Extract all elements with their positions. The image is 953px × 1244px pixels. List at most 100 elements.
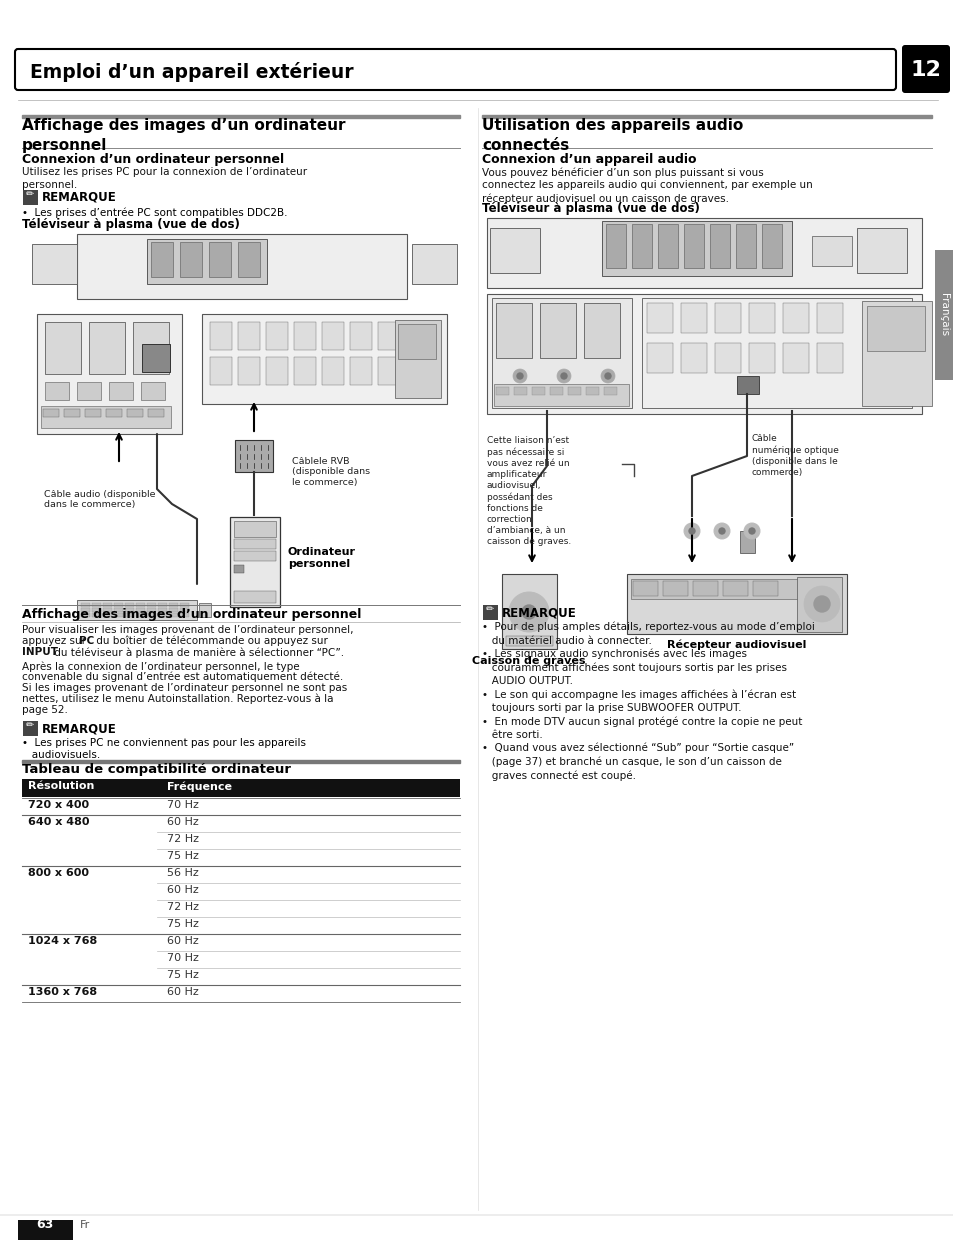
Bar: [322, 322, 344, 350]
Text: 12: 12: [909, 60, 941, 80]
Circle shape: [521, 605, 536, 620]
Bar: [662, 581, 687, 596]
Bar: [539, 304, 576, 358]
Bar: [109, 382, 132, 401]
Bar: [81, 608, 90, 612]
Circle shape: [517, 373, 522, 379]
Text: Connexion d’un ordinateur personnel: Connexion d’un ordinateur personnel: [22, 153, 284, 165]
Circle shape: [560, 373, 566, 379]
Text: Résolution: Résolution: [28, 781, 94, 791]
Bar: [233, 521, 275, 537]
Bar: [147, 613, 156, 617]
Bar: [158, 608, 167, 612]
Bar: [89, 322, 125, 374]
Bar: [505, 636, 553, 646]
Bar: [169, 603, 178, 607]
Bar: [136, 613, 145, 617]
Circle shape: [748, 527, 754, 534]
Text: Câble audio (disponible
dans le commerce): Câble audio (disponible dans le commerce…: [44, 490, 155, 509]
Bar: [125, 613, 133, 617]
Bar: [209, 243, 231, 277]
Bar: [91, 613, 101, 617]
Bar: [761, 224, 781, 267]
Text: Vous pouvez bénéficier d’un son plus puissant si vous
connectez les appareils au: Vous pouvez bénéficier d’un son plus pui…: [481, 167, 812, 204]
Bar: [106, 409, 122, 417]
Bar: [585, 387, 598, 396]
Bar: [64, 409, 80, 417]
Bar: [496, 304, 532, 358]
Bar: [180, 613, 189, 617]
Text: 60 Hz: 60 Hz: [167, 884, 198, 894]
Bar: [796, 577, 841, 632]
Text: 1360 x 768: 1360 x 768: [28, 986, 97, 996]
Text: 60 Hz: 60 Hz: [167, 935, 198, 945]
Bar: [722, 581, 747, 596]
Circle shape: [803, 586, 840, 622]
Bar: [377, 357, 399, 384]
Text: Pour visualiser les images provenant de l’ordinateur personnel,: Pour visualiser les images provenant de …: [22, 624, 354, 634]
Bar: [91, 603, 101, 607]
Bar: [22, 760, 459, 763]
Circle shape: [509, 592, 548, 632]
Bar: [113, 608, 123, 612]
Bar: [603, 387, 617, 396]
Text: Affichage des images d’un ordinateur personnel: Affichage des images d’un ordinateur per…: [22, 608, 361, 621]
Bar: [631, 224, 651, 267]
Bar: [233, 591, 275, 603]
Bar: [210, 357, 232, 384]
Bar: [147, 608, 156, 612]
Bar: [856, 228, 906, 272]
Bar: [22, 779, 459, 797]
Bar: [735, 224, 755, 267]
Bar: [148, 409, 164, 417]
Bar: [237, 243, 260, 277]
Text: Utilisez les prises PC pour la connexion de l’ordinateur
personnel.: Utilisez les prises PC pour la connexion…: [22, 167, 307, 190]
Bar: [486, 294, 921, 414]
Bar: [37, 313, 182, 434]
Text: Fréquence: Fréquence: [167, 781, 232, 791]
Text: 70 Hz: 70 Hz: [167, 953, 198, 963]
Bar: [158, 603, 167, 607]
Text: 60 Hz: 60 Hz: [167, 986, 198, 996]
Bar: [125, 603, 133, 607]
Bar: [136, 608, 145, 612]
Bar: [714, 343, 740, 373]
Text: appuyez sur: appuyez sur: [22, 636, 90, 646]
Bar: [862, 301, 931, 406]
Bar: [127, 409, 143, 417]
Text: •  Les prises PC ne conviennent pas pour les appareils
   audiovisuels.: • Les prises PC ne conviennent pas pour …: [22, 738, 306, 760]
Bar: [737, 376, 759, 394]
Bar: [237, 322, 260, 350]
Text: Câble
numérique optique
(disponible dans le
commerce): Câble numérique optique (disponible dans…: [751, 434, 838, 476]
Text: 75 Hz: 75 Hz: [167, 851, 198, 861]
Bar: [680, 343, 706, 373]
Bar: [646, 304, 672, 333]
Text: 75 Hz: 75 Hz: [167, 970, 198, 980]
Bar: [816, 304, 842, 333]
Text: Emploi d’un appareil extérieur: Emploi d’un appareil extérieur: [30, 62, 354, 82]
Bar: [782, 343, 808, 373]
Bar: [658, 224, 678, 267]
Text: convenable du signal d’entrée est automatiquement détecté.: convenable du signal d’entrée est automa…: [22, 672, 343, 683]
Bar: [199, 603, 211, 617]
Bar: [377, 322, 399, 350]
Bar: [626, 573, 846, 634]
Bar: [210, 322, 232, 350]
Text: 1024 x 768: 1024 x 768: [28, 935, 97, 945]
Text: Si les images provenant de l’ordinateur personnel ne sont pas: Si les images provenant de l’ordinateur …: [22, 683, 347, 693]
Bar: [816, 343, 842, 373]
Bar: [103, 603, 112, 607]
Text: •  Pour de plus amples détails, reportez-vous au mode d’emploi
   du matériel au: • Pour de plus amples détails, reportez-…: [481, 622, 814, 781]
Bar: [142, 345, 170, 372]
Circle shape: [683, 522, 700, 539]
Bar: [397, 323, 436, 360]
Bar: [77, 382, 101, 401]
Bar: [567, 387, 580, 396]
Text: REMARQUE: REMARQUE: [501, 606, 577, 620]
Bar: [514, 387, 526, 396]
Bar: [136, 603, 145, 607]
Bar: [350, 357, 372, 384]
Bar: [158, 613, 167, 617]
Bar: [601, 221, 791, 276]
Text: du téléviseur à plasma de manière à sélectionner “PC”.: du téléviseur à plasma de manière à séle…: [51, 647, 344, 658]
